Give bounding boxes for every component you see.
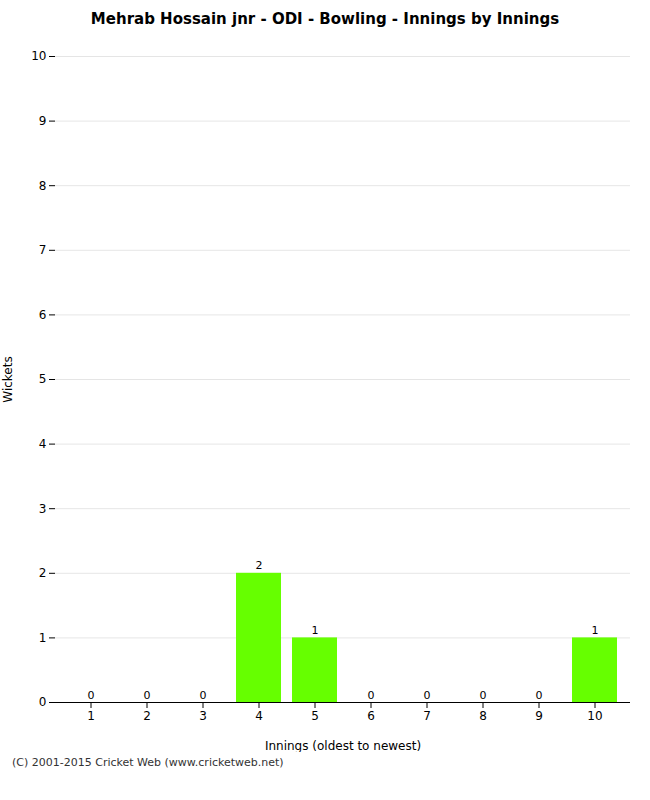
- svg-text:1: 1: [312, 624, 319, 637]
- svg-text:Wickets: Wickets: [1, 356, 15, 402]
- html-text:(C) 2001-2015 Cricket Web (www: (C) 2001-2015 Cricket Web (www.cricketwe…: [12, 756, 284, 769]
- svg-text:9: 9: [39, 114, 47, 128]
- svg-text:10: 10: [31, 49, 46, 63]
- svg-text:0: 0: [424, 689, 431, 702]
- svg-text:1: 1: [592, 624, 599, 637]
- svg-text:1: 1: [39, 631, 47, 645]
- svg-text:6: 6: [39, 308, 47, 322]
- svg-text:0: 0: [144, 689, 151, 702]
- svg-text:2: 2: [39, 566, 47, 580]
- svg-text:7: 7: [39, 243, 47, 257]
- svg-text:3: 3: [39, 502, 47, 516]
- svg-text:2: 2: [143, 709, 151, 723]
- svg-text:8: 8: [39, 179, 47, 193]
- svg-text:0: 0: [88, 689, 95, 702]
- svg-text:0: 0: [480, 689, 487, 702]
- svg-text:4: 4: [255, 709, 263, 723]
- svg-text:0: 0: [536, 689, 543, 702]
- svg-text:5: 5: [39, 372, 47, 386]
- svg-text:4: 4: [39, 437, 47, 451]
- html-text:Mehrab Hossain jnr - ODI - Bow: Mehrab Hossain jnr - ODI - Bowling - Inn…: [90, 10, 560, 28]
- svg-text:1: 1: [87, 709, 95, 723]
- svg-text:8: 8: [479, 709, 487, 723]
- svg-text:7: 7: [423, 709, 431, 723]
- svg-text:3: 3: [199, 709, 207, 723]
- svg-text:0: 0: [368, 689, 375, 702]
- svg-text:0: 0: [200, 689, 207, 702]
- svg-text:5: 5: [311, 709, 319, 723]
- svg-text:9: 9: [535, 709, 543, 723]
- svg-text:0: 0: [39, 695, 47, 709]
- svg-text:2: 2: [256, 559, 263, 572]
- svg-text:6: 6: [367, 709, 375, 723]
- svg-text:Innings (oldest to newest): Innings (oldest to newest): [265, 739, 421, 753]
- svg-text:10: 10: [587, 709, 602, 723]
